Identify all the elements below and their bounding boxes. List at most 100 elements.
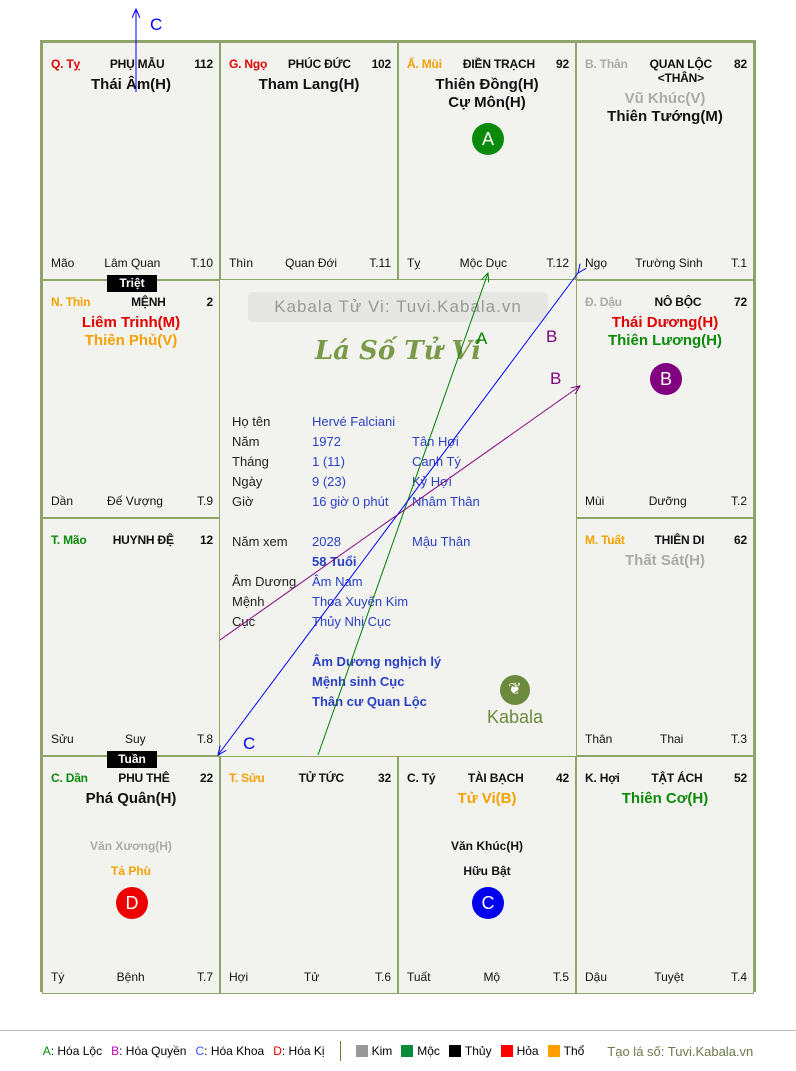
info-value: Thoa Xuyến Kim [312, 594, 409, 609]
main-stars: Vũ Khúc(V) Thiên Tướng(M) [577, 90, 753, 126]
info-label: Ngày [232, 474, 263, 489]
main-star: Thiên Tướng(M) [607, 108, 723, 125]
can-chi-label: Ấ. Mùi [407, 57, 442, 71]
legend-hoa-loc: A: Hóa Lộc [42, 1044, 103, 1058]
month-label: T.5 [552, 970, 569, 984]
info-value: Âm Nam [312, 574, 363, 589]
month-label: T.12 [546, 256, 569, 270]
life-stage: Trường Sinh [635, 256, 703, 270]
cell-header: T. Sửu TỬ TỨC 32 [229, 771, 391, 785]
branch-label: Tý [51, 970, 65, 984]
life-stage: Dưỡng [648, 494, 687, 508]
main-stars: Liêm Trinh(M) Thiên Phủ(V) [43, 314, 219, 350]
info-value: 16 giờ 0 phút [312, 494, 389, 509]
legend-hoa-quyen: B: Hóa Quyền [111, 1044, 187, 1058]
cell-footer: Mùi Dưỡng T.2 [585, 494, 747, 510]
cell-footer: Dần Đế Vượng T.9 [51, 494, 213, 510]
dai-han-number: 22 [200, 771, 213, 785]
branch-label: Mùi [585, 494, 605, 508]
cell-footer: Ngọ Trường Sinh T.1 [585, 256, 747, 272]
life-stage: Thai [660, 732, 684, 746]
month-label: T.4 [730, 970, 747, 984]
palace-cell[interactable]: B. Thân QUAN LỘC <THÂN> 82 Vũ Khúc(V) Thiên … [576, 42, 754, 280]
legend-divider [339, 1041, 341, 1061]
can-chi-label: M. Tuất [585, 533, 625, 547]
info-label: Họ tên [232, 414, 271, 429]
month-label: T.1 [730, 256, 747, 270]
main-star: Thất Sát(H) [625, 552, 705, 569]
can-chi-label: K. Hợi [585, 771, 620, 785]
main-stars: Tham Lang(H) [221, 76, 397, 94]
branch-label: Tuất [407, 970, 431, 984]
info-value-canchi: Kỷ Hợi [412, 474, 452, 489]
info-value-canchi: Tân Hợi [412, 434, 459, 449]
info-value: Thân cư Quan Lộc [312, 694, 427, 709]
main-stars: Tử Vi(B) [399, 790, 575, 808]
palace-cell[interactable]: M. Tuất THIÊN DI 62 Thất Sát(H) Thân Thai T.3 [576, 518, 754, 756]
tu-vi-chart: Kabala Tử Vi: Tuvi.Kabala.vn Lá Số Tử Vi… [40, 40, 756, 994]
info-label: Mệnh [232, 594, 265, 609]
legend-element: Kim [355, 1044, 392, 1058]
main-star: Cự Môn(H) [448, 94, 526, 111]
palace-cell[interactable]: N. Thìn MỆNH 2 Liêm Trinh(M) Thiên Phủ(V) Tri… [42, 275, 220, 518]
cell-footer: Tỵ Mộc Dục T.12 [407, 256, 569, 272]
main-star: Thiên Cơ(H) [621, 790, 709, 807]
palace-cell[interactable]: K. Hợi TẬT ÁCH 52 Thiên Cơ(H) Dậu Tuyệt T.4 [576, 756, 754, 994]
watermark: Kabala Tử Vi: Tuvi.Kabala.vn [248, 292, 548, 322]
legend-hoa-ki: D: Hóa Kị [273, 1044, 325, 1058]
branch-label: Ngọ [585, 256, 608, 270]
minor-star: Tả Phù [110, 864, 151, 878]
can-chi-label: T. Sửu [229, 771, 265, 785]
legend-element: Thổ [547, 1044, 585, 1058]
cell-header: Đ. Dậu NÔ BỘC 72 [585, 295, 747, 309]
cell-header: C. Dần PHU THÊ 22 [51, 771, 213, 785]
color-swatch [355, 1045, 368, 1057]
palace-cell[interactable]: C. Dần PHU THÊ 22 Phá Quân(H) Văn Xương(H) Tả… [42, 751, 220, 994]
info-value: 9 (23) [312, 474, 346, 489]
month-label: T.9 [196, 494, 213, 508]
dai-han-number: 102 [371, 57, 392, 71]
month-label: T.11 [369, 256, 391, 270]
can-chi-label: N. Thìn [51, 295, 91, 309]
palace-cell[interactable]: Q. Tỵ PHỤ MẪU 112 Thái Âm(H) Mão Lâm Quan T.10 [42, 42, 220, 280]
palace-cell[interactable]: C. Tý TÀI BẠCH 42 Tử Vi(B) Văn Khúc(H) Hữu Bậ… [398, 756, 576, 994]
minor-star: Văn Khúc(H) [451, 839, 523, 853]
dai-han-number: 52 [734, 771, 747, 785]
info-label: Giờ [232, 494, 254, 509]
cell-footer: Dậu Tuyệt T.4 [585, 970, 747, 986]
main-stars: Thái Âm(H) [43, 76, 219, 94]
branch-label: Sửu [51, 732, 74, 746]
cell-footer: Hợi Tử T.6 [229, 970, 391, 986]
palace-cell[interactable]: T. Sửu TỬ TỨC 32 Hợi Tử T.6 [220, 756, 398, 994]
palace-cell[interactable]: Ấ. Mùi ĐIỀN TRẠCH 92 Thiên Đồng(H) Cự Môn(H)… [398, 42, 576, 280]
info-value-canchi: Mậu Thân [412, 534, 471, 549]
cell-header: Q. Tỵ PHỤ MẪU 112 [51, 57, 213, 71]
color-swatch [401, 1045, 414, 1057]
color-swatch [547, 1045, 560, 1057]
color-swatch [448, 1045, 461, 1057]
main-star: Thiên Đồng(H) [435, 76, 539, 93]
kabala-logo: ❦ Kabala [485, 675, 545, 728]
info-value: 1 (11) [312, 454, 345, 469]
info-value-canchi: Canh Tý [412, 454, 461, 469]
cell-header: Ấ. Mùi ĐIỀN TRẠCH 92 [407, 57, 569, 71]
palace-name: PHÚC ĐỨC [287, 57, 351, 71]
palace-name: PHU THÊ [118, 771, 170, 785]
branch-label: Dậu [585, 970, 608, 984]
branch-label: Mão [51, 256, 75, 270]
palace-cell[interactable]: Đ. Dậu NÔ BỘC 72 Thái Dương(H) Thiên Lương(H… [576, 280, 754, 518]
info-value: Mệnh sinh Cục [312, 674, 405, 689]
palace-name: TẬT ÁCH [651, 771, 703, 785]
badge-triet: Triệt [107, 275, 157, 292]
info-value-canchi: Nhâm Thân [412, 494, 480, 509]
color-swatch [500, 1045, 513, 1057]
life-stage: Mộ [483, 970, 501, 984]
element-name: Thổ [563, 1044, 585, 1058]
main-stars: Thái Dương(H) Thiên Lương(H) [577, 314, 753, 350]
palace-cell[interactable]: T. Mão HUYNH ĐỆ 12 Sửu Suy T.8 [42, 518, 220, 756]
info-value: 1972 [312, 434, 341, 449]
badge-tuan: Tuần [107, 751, 157, 768]
branch-label: Dần [51, 494, 74, 508]
palace-cell[interactable]: G. Ngọ PHÚC ĐỨC 102 Tham Lang(H) Thìn Quan Đớ… [220, 42, 398, 280]
month-label: T.7 [196, 970, 213, 984]
